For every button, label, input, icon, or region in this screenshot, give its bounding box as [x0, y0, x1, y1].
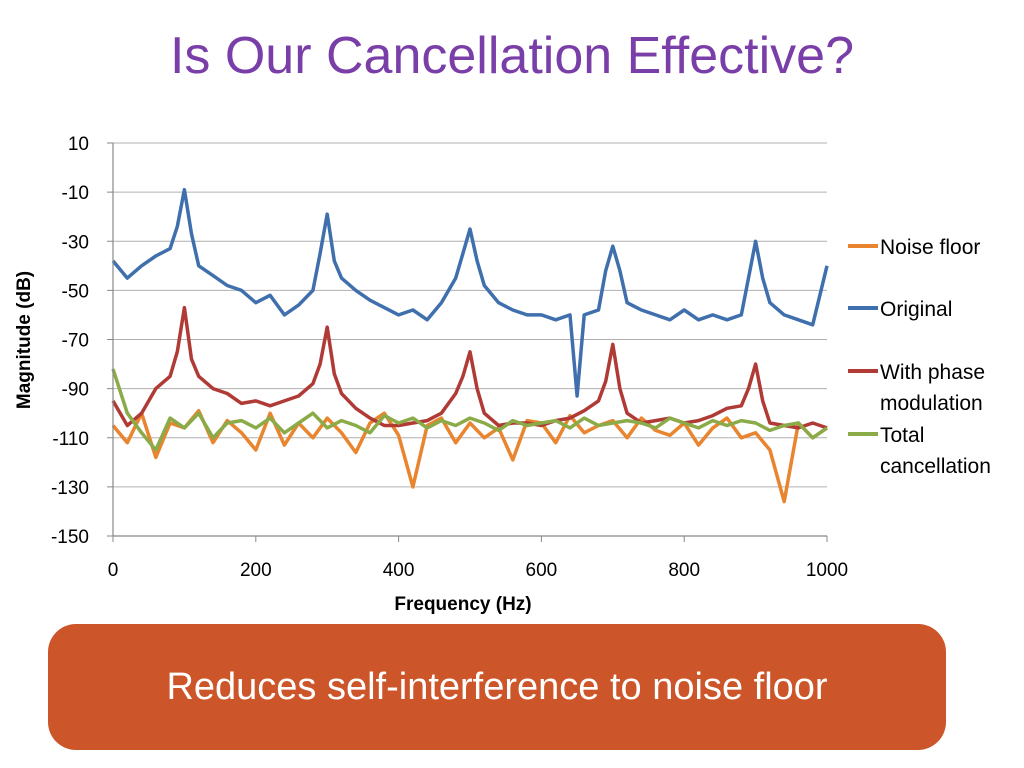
legend-item: Original	[848, 298, 952, 321]
y-tick-labels: 10 -10 -30 -50 -70 -90 -110 -130 -150	[51, 134, 89, 548]
axes	[107, 142, 828, 542]
y-axis-title: Magnitude (dB)	[14, 271, 35, 409]
legend-label: Original	[880, 298, 952, 321]
y-tick-label: 10	[68, 134, 89, 155]
series-line-0	[111, 408, 828, 504]
y-tick-label: -150	[51, 527, 89, 548]
y-tick-label: -110	[52, 429, 89, 450]
series-line-2	[111, 305, 828, 430]
x-axis-title: Frequency (Hz)	[394, 594, 531, 615]
y-tick-label: -130	[51, 478, 89, 499]
gridlines	[113, 142, 827, 488]
x-tick-label: 400	[383, 560, 415, 581]
y-tick-label: -30	[62, 232, 89, 253]
legend-item: Total cancellation	[848, 424, 991, 478]
series-line-3	[111, 368, 828, 452]
series-line-1	[111, 187, 829, 398]
x-tick-label: 200	[240, 560, 272, 581]
slide-title: Is Our Cancellation Effective?	[169, 27, 855, 85]
y-tick-label: -70	[62, 331, 89, 352]
legend-label: Noise floor	[880, 236, 980, 259]
series-lines	[111, 187, 829, 504]
x-tick-label: 800	[668, 560, 700, 581]
y-tick-label: -90	[62, 380, 89, 401]
x-tick-label: 0	[108, 560, 119, 581]
spectrum-chart: 10 -10 -30 -50 -70 -90 -110 -130 -150 0 200 400 600…	[14, 134, 991, 615]
legend-item: Noise floor	[848, 236, 980, 259]
legend-label: Total cancellation	[880, 424, 991, 478]
y-tick-label: -10	[62, 183, 89, 204]
legend: Noise floor Original With phase modulation T…	[848, 236, 991, 478]
callout-text: Reduces self-interference to noise floor	[166, 665, 828, 708]
x-tick-label: 1000	[806, 560, 848, 581]
legend-item: With phase modulation	[848, 361, 985, 415]
y-tick-label: -50	[62, 281, 89, 302]
x-tick-label: 600	[526, 560, 558, 581]
x-tick-labels: 0 200 400 600 800 1000	[108, 560, 848, 581]
callout-banner: Reduces self-interference to noise floor	[48, 624, 946, 750]
legend-label: With phase modulation	[880, 361, 985, 415]
